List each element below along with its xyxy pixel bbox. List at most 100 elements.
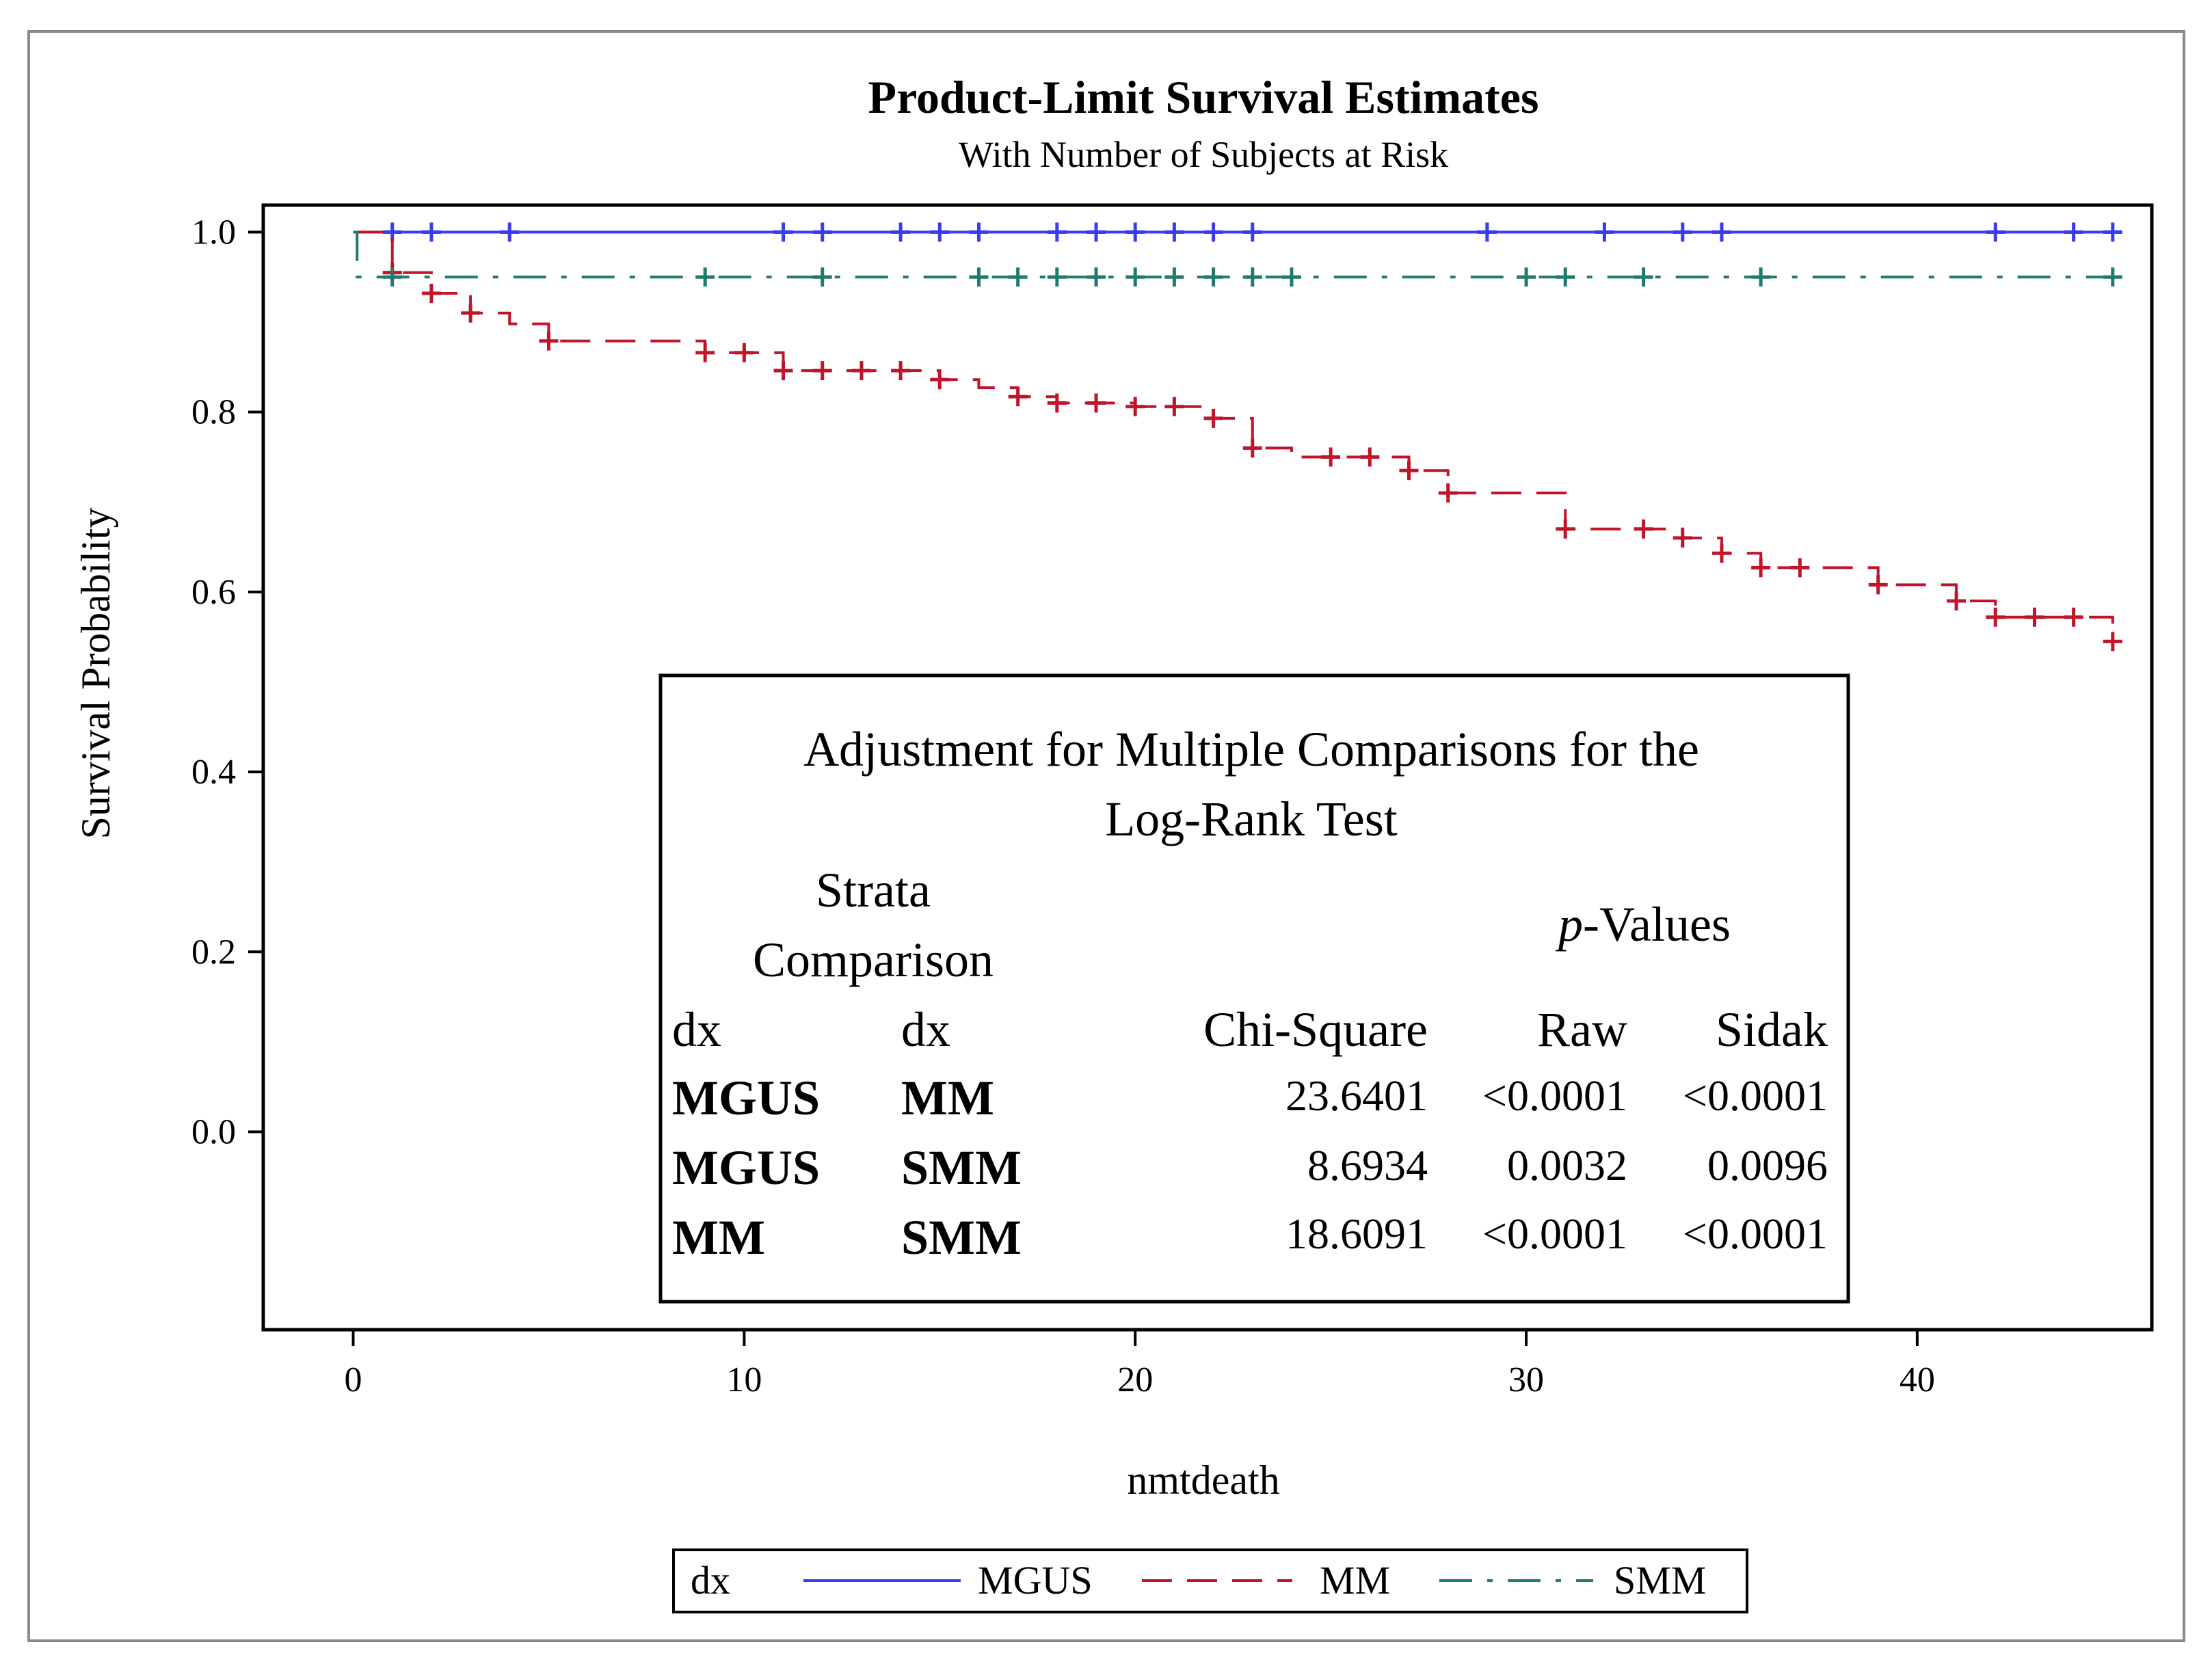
row1-dx2: MM (901, 1071, 994, 1125)
y-tick-label: 0.6 (191, 573, 236, 612)
table-row: MM SMM 18.6091 <0.0001 <0.0001 (672, 1209, 1828, 1265)
censor-mark-mm (461, 303, 481, 323)
row1-sidak: <0.0001 (1683, 1071, 1828, 1120)
legend-label-mgus: MGUS (978, 1558, 1093, 1602)
censor-mark-mgus (1673, 222, 1692, 242)
y-tick-label: 0.2 (191, 933, 236, 971)
inset-table-frame (658, 673, 1850, 1304)
censor-mark-mgus (969, 222, 989, 242)
series-smm (353, 230, 2122, 287)
pvalues-header: p-Values (1555, 897, 1731, 952)
censor-mark-smm (1125, 267, 1145, 287)
row2-dx2: SMM (901, 1140, 1022, 1195)
series-mgus (353, 222, 2122, 242)
censor-mark-mm (851, 361, 871, 381)
censor-mark-mm (1986, 607, 2006, 627)
table-row: MGUS SMM 8.6934 0.0032 0.0096 (672, 1140, 1828, 1195)
censor-mark-mgus (1047, 222, 1067, 242)
censor-mark-mm (891, 361, 911, 381)
chart-subtitle: With Number of Subjects at Risk (959, 134, 1448, 175)
censor-mark-mgus (1087, 222, 1106, 242)
censor-mark-smm (695, 267, 715, 287)
censor-mark-mm (1008, 387, 1028, 407)
censor-mark-mgus (2103, 222, 2122, 242)
censor-mark-smm (1281, 267, 1301, 287)
legend-label-smm: SMM (1614, 1558, 1706, 1602)
censor-mark-mgus (500, 222, 520, 242)
censor-mark-mgus (2064, 222, 2083, 242)
censor-mark-smm (1517, 267, 1536, 287)
pvalues-header-rest: -Values (1583, 897, 1731, 952)
censor-mark-smm (1087, 267, 1106, 287)
censor-mark-mm (695, 343, 715, 362)
censor-mark-mgus (1242, 222, 1262, 242)
censor-mark-mgus (773, 222, 793, 242)
censor-mark-mm (1321, 447, 1341, 467)
row3-sidak: <0.0001 (1683, 1209, 1828, 1258)
censor-mark-smm (1047, 267, 1067, 287)
censor-mark-mm (1125, 397, 1145, 416)
censor-mark-mm (1556, 519, 1575, 539)
series-line-smm (353, 230, 2113, 279)
censor-mark-mm (1438, 483, 1458, 503)
row1-chisquare: 23.6401 (1285, 1071, 1428, 1120)
censor-mark-mm (1634, 519, 1653, 539)
x-tick-label: 0 (345, 1360, 362, 1399)
censor-mark-mm (1868, 575, 1888, 595)
censor-mark-mm (1751, 558, 1771, 578)
y-tick-label: 0.4 (191, 753, 236, 792)
censor-mark-smm (1556, 267, 1575, 287)
censor-mark-mm (2025, 607, 2044, 627)
censor-mark-mm (1087, 393, 1106, 413)
censor-mark-mgus (421, 222, 441, 242)
censor-mark-mgus (930, 222, 950, 242)
x-tick-label: 20 (1117, 1360, 1153, 1399)
x-tick-label: 40 (1900, 1360, 1935, 1399)
legend-title: dx (691, 1558, 730, 1602)
row1-raw: <0.0001 (1482, 1071, 1627, 1120)
censor-mark-mm (1047, 393, 1067, 413)
chart-title: Product-Limit Survival Estimates (868, 71, 1539, 123)
row3-dx2: SMM (901, 1210, 1022, 1265)
censor-mark-mgus (1711, 222, 1731, 242)
row1-dx1: MGUS (672, 1071, 820, 1125)
row3-chisquare: 18.6091 (1285, 1209, 1428, 1258)
censor-mark-smm (1242, 267, 1262, 287)
censor-mark-mm (2103, 632, 2122, 652)
col-header-raw: Raw (1537, 1002, 1627, 1057)
censor-mark-mgus (1203, 222, 1223, 242)
censor-mark-mm (1790, 558, 1810, 578)
pvalues-header-italic: p (1555, 897, 1583, 952)
censor-mark-mgus (1164, 222, 1184, 242)
y-tick-label: 1.0 (191, 213, 236, 252)
censor-mark-smm (812, 267, 832, 287)
censor-mark-mgus (812, 222, 832, 242)
y-axis: 0.0 0.2 0.4 0.6 0.8 1.0 (191, 213, 263, 1151)
col-header-chisquare: Chi-Square (1203, 1002, 1428, 1057)
censor-mark-smm (1751, 267, 1771, 287)
censor-mark-mm (734, 343, 754, 362)
censor-mark-smm (2103, 267, 2122, 287)
x-tick-label: 10 (726, 1360, 762, 1399)
censor-mark-mgus (891, 222, 911, 242)
censor-mark-mm (539, 331, 559, 351)
row2-sidak: 0.0096 (1707, 1141, 1828, 1190)
censor-mark-mgus (1477, 222, 1497, 242)
censor-mark-mm (1203, 408, 1223, 428)
strata-header-line2: Comparison (753, 933, 994, 987)
censor-mark-mm (1164, 397, 1184, 416)
plot-area-frame (261, 203, 2154, 1332)
censor-mark-mgus (1595, 222, 1614, 242)
censor-mark-mm (1399, 461, 1419, 481)
censor-mark-mm (1673, 528, 1692, 548)
x-tick-label: 30 (1508, 1360, 1544, 1399)
censor-mark-mm (773, 361, 793, 381)
censor-mark-smm (1203, 267, 1223, 287)
row2-chisquare: 8.6934 (1307, 1141, 1428, 1190)
censor-mark-mm (930, 370, 950, 390)
censor-mark-smm (969, 267, 989, 287)
table-title-line2: Log-Rank Test (1105, 792, 1398, 846)
censor-mark-mm (2064, 607, 2083, 627)
censor-mark-mm (1360, 447, 1380, 467)
